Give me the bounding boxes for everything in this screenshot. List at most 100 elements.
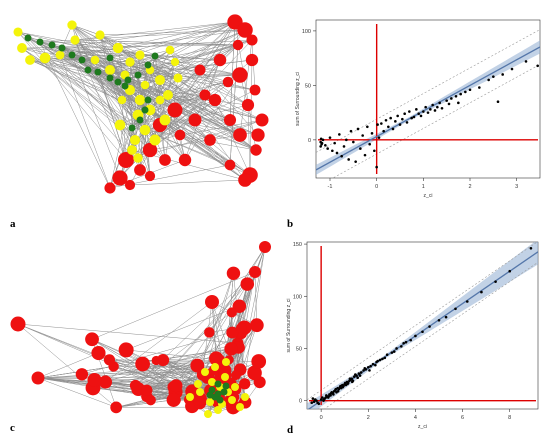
data-point [359, 147, 362, 150]
node-green [25, 35, 32, 42]
confidence-band [316, 40, 540, 175]
y-axis-label: sum of Surrounding z_ci [286, 299, 292, 353]
node-red [251, 354, 266, 369]
prediction-band-upper [316, 30, 540, 153]
data-point [395, 347, 398, 350]
x-axis-label: z_ci [418, 424, 427, 430]
node-yellow [160, 115, 171, 126]
data-point [310, 401, 313, 404]
data-point [431, 104, 434, 107]
data-point [422, 110, 425, 113]
data-point [494, 280, 497, 283]
data-point [321, 142, 324, 145]
node-red [249, 266, 261, 278]
node-green [217, 397, 224, 404]
data-point [402, 342, 405, 345]
data-point [352, 141, 355, 144]
plot-area [316, 24, 540, 187]
data-point [429, 108, 432, 111]
data-point [445, 99, 448, 102]
data-point [345, 139, 348, 142]
node-green [79, 57, 86, 64]
node-green [145, 97, 152, 104]
data-point [326, 147, 329, 150]
node-yellow [70, 35, 79, 44]
panel-letter-c: c [10, 422, 15, 434]
nodes [11, 241, 272, 418]
y-tick-label: 0 [308, 138, 311, 144]
data-point [367, 366, 370, 369]
data-point [363, 367, 366, 370]
data-point [324, 144, 327, 147]
node-green [95, 69, 102, 76]
data-point [346, 383, 349, 386]
x-tick-label: 1 [422, 184, 425, 190]
node-yellow [211, 363, 219, 371]
x-tick-label: 8 [508, 415, 511, 421]
node-green [152, 53, 159, 60]
node-red [32, 372, 45, 385]
data-point [394, 120, 397, 123]
node-yellow [127, 145, 137, 155]
network-graph-c [0, 232, 285, 422]
panel-a-network [0, 0, 275, 220]
node-yellow [201, 368, 209, 376]
data-point [356, 376, 359, 379]
y-tick-label: 50 [305, 83, 311, 89]
data-point [329, 136, 332, 139]
data-point [414, 335, 417, 338]
node-green [125, 77, 132, 84]
data-point [421, 330, 424, 333]
data-point [454, 308, 457, 311]
node-red [238, 173, 252, 187]
data-point [342, 386, 345, 389]
data-point [337, 390, 340, 393]
node-red [135, 357, 150, 372]
data-point [415, 108, 418, 111]
node-red [223, 77, 234, 88]
data-point [385, 119, 388, 122]
node-green [107, 75, 114, 82]
node-yellow [231, 383, 239, 391]
node-yellow [171, 58, 179, 66]
x-tick-label: 0 [320, 415, 323, 421]
node-green [137, 117, 144, 124]
data-point [396, 115, 399, 118]
confidence-band [307, 239, 538, 417]
node-yellow [40, 53, 51, 64]
data-point [410, 117, 413, 120]
node-green [223, 383, 230, 390]
data-point [434, 109, 437, 112]
data-point [334, 388, 337, 391]
node-red [214, 54, 227, 67]
data-point [428, 325, 431, 328]
y-tick-label: 0 [299, 399, 302, 405]
node-green [69, 52, 76, 59]
data-point [445, 316, 448, 319]
data-point [347, 158, 350, 161]
node-red [233, 40, 243, 50]
data-point [383, 357, 386, 360]
node-yellow [228, 396, 236, 404]
node-red [159, 154, 171, 166]
data-point [325, 394, 328, 397]
node-yellow [222, 358, 230, 366]
data-point [399, 123, 402, 126]
data-point [332, 393, 335, 396]
data-point [381, 358, 384, 361]
node-red [194, 64, 205, 75]
node-yellow [141, 81, 150, 90]
y-tick-label: 100 [302, 29, 311, 35]
node-green [207, 392, 214, 399]
node-red [227, 307, 237, 317]
x-tick-label: 4 [414, 415, 417, 421]
data-point [373, 149, 376, 152]
node-yellow [140, 125, 150, 135]
panel-c-network [0, 232, 285, 422]
node-red [85, 332, 99, 346]
data-point [321, 396, 324, 399]
data-point [457, 102, 460, 105]
node-green [145, 62, 152, 69]
x-tick-label: 0 [375, 184, 378, 190]
